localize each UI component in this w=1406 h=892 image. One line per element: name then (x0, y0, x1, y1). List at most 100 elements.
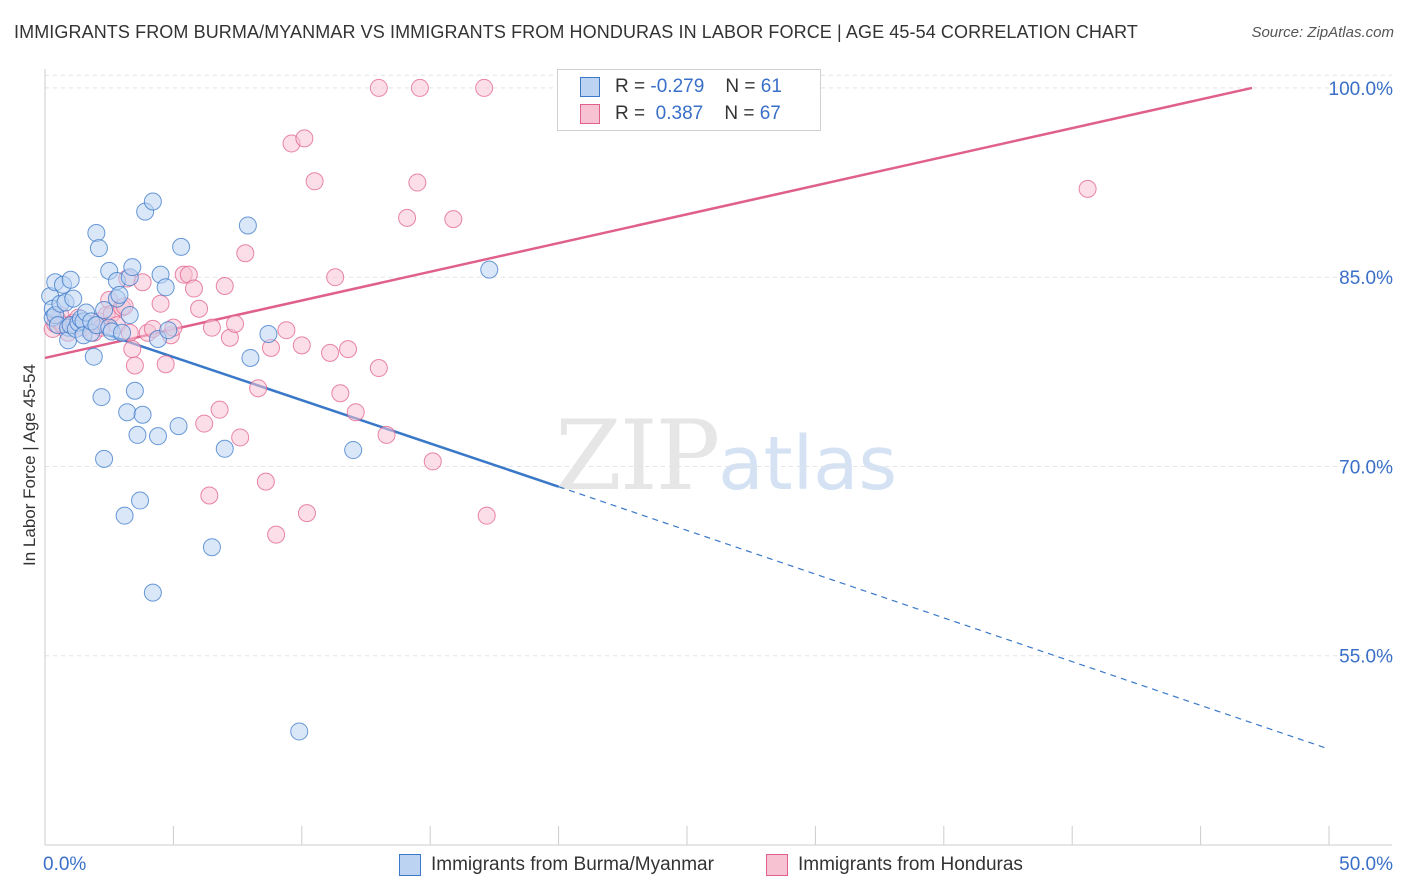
honduras-point (151, 294, 170, 313)
legend-r-label: R = (615, 76, 646, 97)
source-note: Source: ZipAtlas.com (1251, 24, 1394, 41)
burma-point (344, 441, 363, 460)
honduras-point (339, 340, 358, 359)
y-tick-label: 70.0% (1339, 457, 1393, 478)
honduras-point (236, 244, 255, 263)
legend-honduras-text: R = 0.387 N = 67 (615, 103, 781, 125)
burma-point (125, 381, 144, 400)
honduras-trend-line (44, 86, 1253, 360)
burma-point (159, 321, 178, 340)
honduras-swatch-icon (580, 104, 600, 124)
burma-points (41, 192, 499, 741)
honduras-point (231, 428, 250, 447)
burma-point (259, 324, 278, 343)
burma-point (172, 237, 191, 256)
honduras-point (123, 340, 142, 359)
honduras-point (210, 400, 229, 419)
burma-point (133, 405, 152, 424)
legend-honduras-n: 67 (759, 103, 781, 124)
burma-legend-swatch-icon (399, 854, 421, 876)
y-tick-label: 55.0% (1339, 647, 1393, 668)
axes (44, 69, 1392, 846)
burma-point (128, 425, 147, 444)
burma-trend-projection (558, 486, 1330, 750)
honduras-point (190, 299, 209, 318)
burma-point (238, 216, 257, 235)
legend-burma-n: 61 (760, 76, 782, 97)
watermark: ZIPatlas (555, 400, 897, 512)
honduras-point (305, 172, 324, 191)
y-tick-label: 85.0% (1339, 268, 1393, 289)
burma-point (215, 439, 234, 458)
burma-point (113, 323, 132, 342)
honduras-point (444, 210, 463, 229)
burma-point (143, 192, 162, 211)
honduras-point (256, 472, 275, 491)
legend-burma-r: -0.279 (650, 76, 705, 97)
burma-point (115, 506, 134, 525)
honduras-point (423, 452, 442, 471)
honduras-point (1078, 179, 1097, 198)
burma-point (148, 427, 167, 446)
honduras-point (475, 78, 494, 97)
honduras-point (267, 525, 286, 544)
burma-point (143, 583, 162, 602)
honduras-point (249, 379, 268, 398)
watermark-atlas: atlas (718, 421, 898, 507)
burma-point (241, 348, 260, 367)
burma-point (95, 301, 114, 320)
honduras-point (200, 486, 219, 505)
bottom-legend-honduras: Immigrants from Honduras (766, 852, 1023, 878)
honduras-point (292, 336, 311, 355)
burma-point (64, 289, 83, 308)
burma-point (87, 224, 106, 243)
honduras-legend-swatch-icon (766, 854, 788, 876)
correlation-legend: R = -0.279 N = 61 R = 0.387 N = 67 (557, 69, 821, 131)
legend-r-label: R = (615, 103, 646, 124)
burma-point (169, 417, 188, 436)
burma-point (92, 388, 111, 407)
honduras-point (321, 343, 340, 362)
burma-point (89, 239, 108, 258)
honduras-point (184, 279, 203, 298)
legend-burma-text: R = -0.279 N = 61 (615, 76, 782, 98)
burma-point (480, 260, 499, 279)
honduras-points (43, 78, 1097, 544)
x-tick-label-end: 50.0% (1339, 854, 1393, 875)
honduras-point (369, 78, 388, 97)
honduras-point (369, 359, 388, 378)
honduras-point (202, 318, 221, 337)
burma-point (95, 449, 114, 468)
burma-point (290, 722, 309, 741)
y-tick-labels: 55.0% 70.0% 85.0% 100.0% (1329, 79, 1394, 668)
bottom-legend-burma-label: Immigrants from Burma/Myanmar (431, 854, 714, 875)
honduras-point (195, 414, 214, 433)
honduras-point (398, 208, 417, 227)
legend-honduras-r: 0.387 (655, 103, 704, 124)
honduras-point (295, 129, 314, 148)
honduras-point (331, 384, 350, 403)
honduras-point (410, 78, 429, 97)
burma-point (61, 270, 80, 289)
honduras-point (277, 321, 296, 340)
honduras-point (226, 314, 245, 333)
x-tick-label-start: 0.0% (43, 854, 86, 875)
burma-point (202, 538, 221, 557)
watermark-zip: ZIP (555, 400, 720, 512)
honduras-point (215, 277, 234, 296)
legend-n-label: N = (725, 76, 756, 97)
honduras-point (477, 506, 496, 525)
honduras-point (297, 504, 316, 523)
burma-point (120, 306, 139, 325)
honduras-point (346, 403, 365, 422)
honduras-point (125, 356, 144, 375)
y-tick-label: 100.0% (1329, 79, 1394, 100)
burma-point (118, 403, 137, 422)
burma-point (156, 278, 175, 297)
trend-lines (44, 86, 1330, 750)
bottom-legend-burma: Immigrants from Burma/Myanmar (399, 852, 714, 878)
x-tick-labels: 0.0% 50.0% (43, 854, 1393, 875)
legend-n-label: N = (724, 103, 755, 124)
honduras-point (156, 355, 175, 374)
